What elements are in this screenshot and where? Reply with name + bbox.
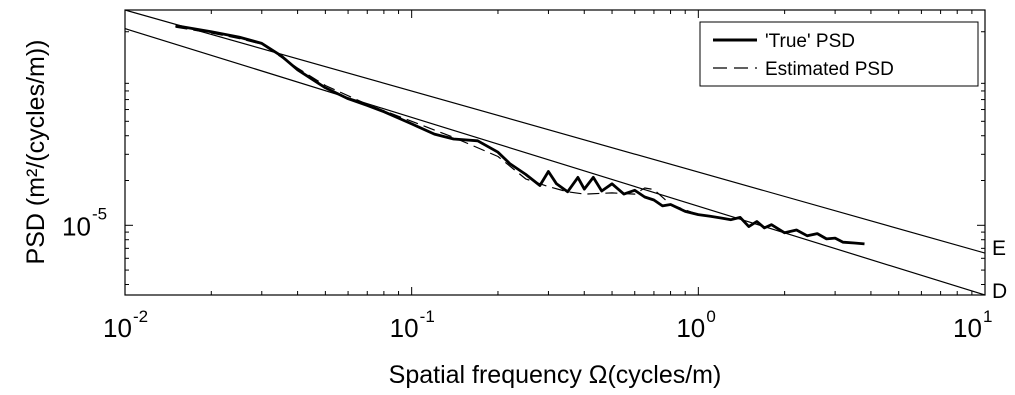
x-tick-label-exponent: 1 [983,307,992,326]
y-tick-label-base: 10 [62,211,91,241]
legend: 'True' PSD Estimated PSD [699,21,979,87]
series-line-2 [125,10,985,254]
series-line-1 [175,26,699,216]
ticks-layer: 10 -2 10 -1 10 0 10 110 -5 [62,10,992,343]
x-tick-label-exponent: 0 [706,307,715,326]
legend-label-true-psd: 'True' PSD [765,31,855,52]
x-tick-label: 10 0 [676,307,715,343]
y-axis-label: PSD (m²/(cycles/m)) [22,40,50,265]
x-tick-label-base: 10 [390,313,419,343]
plot-area: 10 -2 10 -1 10 0 10 110 -5 ED [62,9,1007,343]
y-tick-label-exponent: -5 [92,204,107,223]
x-tick-label: 10 -1 [390,307,435,343]
x-tick-label-base: 10 [103,313,132,343]
x-tick-label-base: 10 [953,313,982,343]
series-layer [125,10,985,295]
series-line-3 [125,28,985,295]
plot-frame [124,9,986,296]
y-tick-label: 10 -5 [62,204,107,241]
x-tick-label-exponent: -1 [420,307,435,326]
line-label-e: E [992,237,1006,260]
x-tick-label-exponent: -2 [133,307,148,326]
series-line-0 [175,24,865,246]
line-label-d: D [992,280,1007,303]
legend-box [699,21,979,87]
x-tick-label-base: 10 [676,313,705,343]
legend-label-estimated-psd: Estimated PSD [765,59,894,80]
x-tick-label: 10 1 [953,307,992,343]
x-tick-label: 10 -2 [103,307,148,343]
line-labels-layer: ED [992,237,1007,303]
x-axis-label: Spatial frequency Ω(cycles/m) [389,361,722,389]
